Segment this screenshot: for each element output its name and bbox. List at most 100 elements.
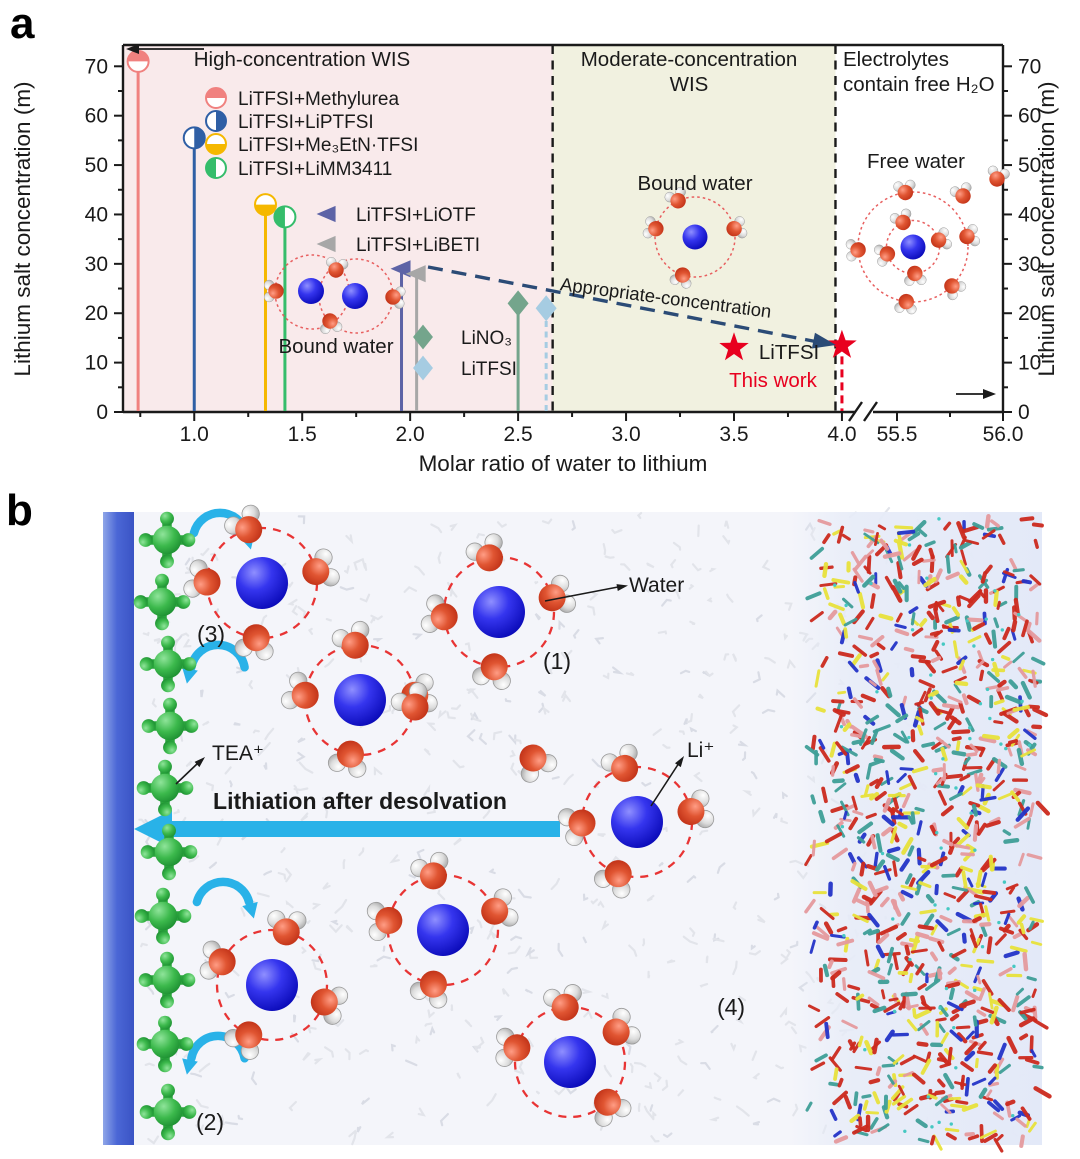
- series-marker: [253, 193, 277, 217]
- water-molecule: [600, 743, 639, 782]
- water-label: Water: [629, 574, 684, 597]
- water-molecule: [669, 267, 692, 289]
- series-marker: [273, 205, 297, 229]
- water-molecule: [224, 1021, 263, 1060]
- y-axis-title-right: Lithium salt concentration (m): [1034, 81, 1059, 376]
- water-molecule: [409, 970, 448, 1009]
- tea-molecule: [136, 1015, 194, 1073]
- water-molecule: [889, 208, 912, 231]
- y-tick-label-right: 40: [1018, 203, 1041, 226]
- water-molecule: [267, 910, 307, 946]
- tea-molecule: [134, 887, 192, 945]
- legend-item: LiTFSI+Me₃EtN·TFSI: [205, 133, 418, 156]
- water-molecule: [326, 257, 349, 278]
- this-work-label: This work: [729, 369, 817, 392]
- step-1-label: (1): [543, 648, 571, 674]
- water-molecule: [949, 182, 972, 204]
- y-axis-title-left: Lithium salt concentration (m): [10, 81, 35, 376]
- series-marker: [182, 126, 206, 150]
- water-molecule: [327, 740, 367, 778]
- water-molecule: [385, 286, 406, 309]
- x-tick-label: 3.0: [611, 423, 640, 446]
- legend-item: LiTFSI+LiPTFSI: [205, 110, 374, 133]
- water-molecule: [410, 851, 449, 890]
- legend-label: LiTFSI+Me₃EtN·TFSI: [238, 135, 418, 156]
- region-moderate-title-line1: Moderate-concentration: [581, 48, 798, 71]
- li-ion: [544, 1036, 596, 1088]
- water-molecule: [959, 224, 981, 247]
- this-work-star: [719, 332, 749, 361]
- region-high-title: High-concentration WIS: [194, 48, 410, 71]
- water-molecule: [263, 279, 284, 303]
- y-tick-label-left: 0: [96, 401, 108, 424]
- water-molecule: [594, 1088, 632, 1127]
- water-molecule: [465, 533, 503, 572]
- legend-label: LiNO₃: [461, 328, 512, 349]
- tea-molecule: [139, 1083, 197, 1141]
- tea-molecule: [138, 951, 196, 1009]
- y-tick-label-left: 30: [85, 253, 108, 276]
- tea-ion-label: TEA⁺: [212, 742, 264, 765]
- series-marker: [405, 265, 426, 283]
- tea-molecule: [138, 511, 196, 569]
- tea-pointer-arrow: [175, 757, 205, 785]
- water-molecule: [593, 860, 632, 899]
- electrode-bar: [103, 512, 134, 1145]
- y-tick-label-left: 10: [85, 352, 108, 375]
- y-tick-label-right: 10: [1018, 352, 1041, 375]
- li-ion: [298, 278, 324, 304]
- water-molecule: [224, 504, 263, 544]
- series-marker: [507, 290, 529, 317]
- water-molecule: [420, 594, 458, 633]
- water-molecule: [183, 559, 221, 598]
- water-molecule: [543, 984, 582, 1021]
- bound-water-label-high: Bound water: [278, 335, 393, 358]
- solvation-ring: [215, 928, 329, 1042]
- li-ion: [473, 586, 525, 638]
- water-molecule: [664, 186, 686, 209]
- y-tick-label-left: 60: [85, 105, 108, 128]
- li-ion-label: Li⁺: [687, 739, 714, 762]
- tea-molecule: [140, 823, 198, 881]
- y-tick-label-left: 50: [85, 154, 108, 177]
- series-marker: [390, 260, 411, 278]
- legend-item: LiTFSI: [413, 355, 517, 381]
- rotation-arrow-cw: [192, 877, 254, 907]
- legend-item: LiTFSI+LiOTF: [316, 205, 476, 226]
- this-work-star: [827, 329, 857, 358]
- lithiation-arrow-label: Lithiation after desolvation: [213, 788, 507, 814]
- li-ion: [342, 283, 368, 309]
- y-tick-label-left: 70: [85, 55, 108, 78]
- step-3-label: (3): [197, 621, 225, 647]
- chart-background-regions: [123, 45, 1003, 412]
- this-work-series-label: LiTFSI: [759, 341, 819, 364]
- step-2-label: (2): [196, 1109, 224, 1135]
- y-tick-label-right: 30: [1018, 253, 1041, 276]
- li-pointer-arrow: [650, 756, 684, 807]
- panel-a-label: a: [10, 0, 35, 48]
- x-tick-label: 4.0: [827, 423, 856, 446]
- legend-item: LiTFSI+LiMM3411: [205, 157, 392, 180]
- water-molecule: [310, 986, 349, 1025]
- x-tick-label: 1.0: [180, 423, 209, 446]
- water-molecule: [538, 574, 576, 613]
- water-molecule: [893, 179, 916, 201]
- li-ion: [682, 224, 708, 250]
- solvation-ring: [654, 196, 736, 278]
- li-ion: [246, 959, 298, 1011]
- li-ion: [334, 674, 386, 726]
- y-tick-label-right: 20: [1018, 302, 1041, 325]
- y-tick-label-left: 40: [85, 203, 108, 226]
- step-4-label: (4): [717, 994, 745, 1020]
- li-ion: [611, 796, 663, 848]
- y-tick-label-right: 0: [1018, 401, 1030, 424]
- legend-item: LiTFSI+Methylurea: [205, 87, 399, 110]
- water-molecule: [930, 227, 952, 250]
- x-tick-label: 56.0: [983, 423, 1024, 446]
- series-marker: [535, 295, 557, 322]
- region-moderate-title-line2: WIS: [670, 73, 709, 96]
- water-molecule: [874, 244, 896, 267]
- axis-break-slash: [848, 401, 863, 422]
- water-molecule: [987, 165, 1010, 187]
